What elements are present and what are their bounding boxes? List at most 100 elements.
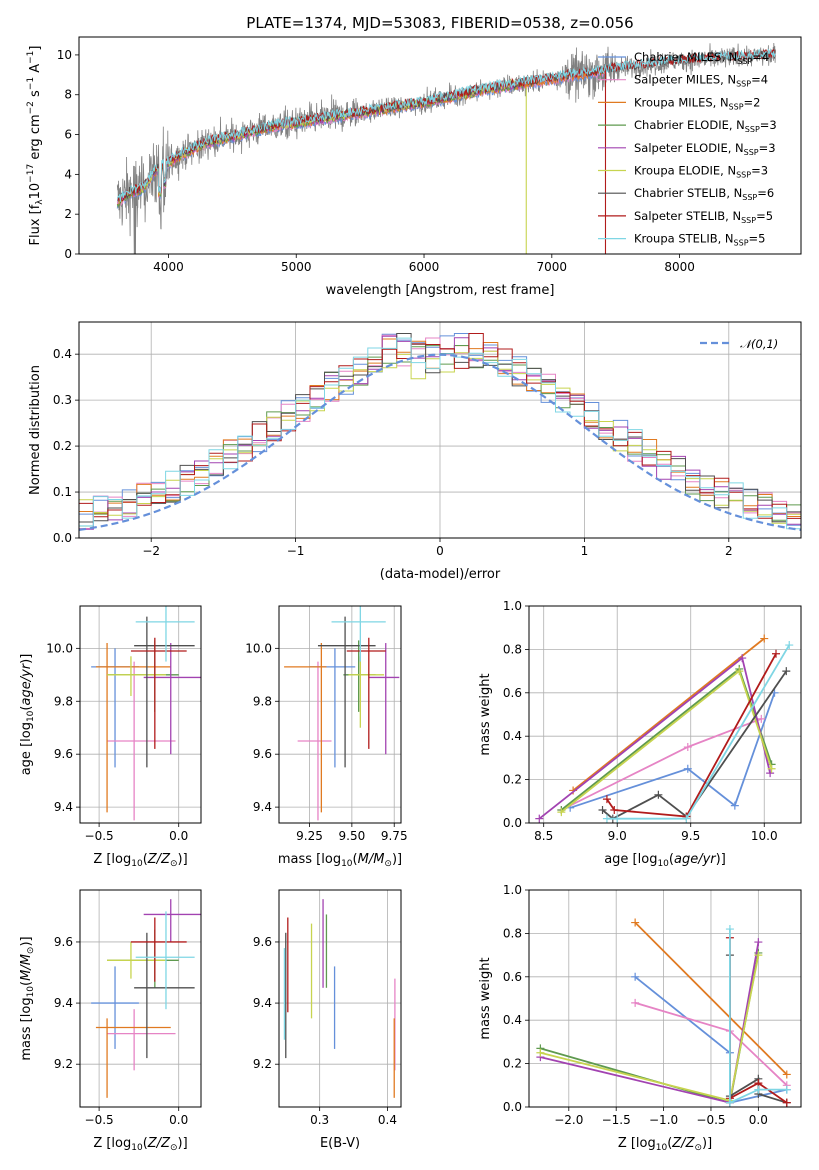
marker-plus xyxy=(782,667,791,676)
marker-plus xyxy=(735,667,744,676)
x-tick-label: −0.5 xyxy=(85,829,114,843)
figure-title: PLATE=1374, MJD=53083, FIBERID=0538, z=0… xyxy=(246,14,633,32)
x-tick-label: 9.0 xyxy=(608,829,627,843)
model-spectrum-line xyxy=(117,49,776,203)
legend-label: Chabrier MILES, NSSP=4 xyxy=(634,50,769,66)
legend-label: Salpeter MILES, NSSP=4 xyxy=(634,73,768,89)
mass-vs-Z-plot-area xyxy=(80,890,201,1107)
x-tick-label: −2.0 xyxy=(554,1113,583,1127)
x-tick-label: 9.5 xyxy=(681,829,700,843)
marker-plus xyxy=(682,814,691,823)
x-tick-label: 8.5 xyxy=(534,829,553,843)
x-tick-label: −0.5 xyxy=(85,1113,114,1127)
x-tick-label: 8000 xyxy=(664,260,695,274)
model-spectrum-line xyxy=(116,47,776,202)
x-axis-label: (data-model)/error xyxy=(380,567,501,582)
x-tick-label: −0.5 xyxy=(696,1113,725,1127)
y-tick-label: 0 xyxy=(64,247,72,261)
panel-mass-weight-vs-Z: −2.0 −1.5 −1.0 −0.5 0.0 0.0 0.2 0.4 0.6 0.8 1.0 Z [… xyxy=(478,883,802,1153)
legend-label: Kroupa MILES, NSSP=2 xyxy=(634,95,760,111)
x-tick-label: 1 xyxy=(581,544,589,558)
y-tick-label: 9.6 xyxy=(253,747,272,761)
legend-label: 𝒩(0,1) xyxy=(740,337,778,351)
x-tick-label: 4000 xyxy=(153,260,184,274)
y-tick-label: 0.2 xyxy=(503,773,522,787)
x-tick-label: 5000 xyxy=(281,260,312,274)
marker-plus xyxy=(654,790,663,799)
y-axis-label: Normed distribution xyxy=(28,365,43,495)
x-tick-label: 7000 xyxy=(537,260,568,274)
y-tick-label: 0.3 xyxy=(53,393,72,407)
marker-plus xyxy=(782,1098,791,1107)
mass-weight-vs-Z-plot-area xyxy=(529,890,801,1107)
x-axis-label: Z [log10(Z/Z⊙)] xyxy=(93,852,187,869)
y-tick-label: 0.4 xyxy=(503,729,522,743)
y-tick-label: 0.8 xyxy=(503,642,522,656)
axes-frame xyxy=(278,889,402,1108)
y-tick-label: 9.4 xyxy=(54,800,73,814)
x-tick-label: 9.75 xyxy=(381,829,408,843)
x-tick-label: 10.0 xyxy=(751,829,778,843)
axes-frame xyxy=(528,605,802,824)
mass-weight-line xyxy=(606,653,777,818)
x-tick-label: 2 xyxy=(725,544,733,558)
legend-label: Salpeter STELIB, NSSP=5 xyxy=(634,209,773,225)
mass-vs-ebv-plot-area xyxy=(279,890,401,1107)
model-spectrum-line xyxy=(116,67,606,207)
age-vs-Z-plot-area xyxy=(80,606,201,823)
marker-plus xyxy=(757,714,766,723)
y-tick-label: 0.6 xyxy=(503,970,522,984)
mass-weight-line xyxy=(606,644,790,820)
marker-plus xyxy=(767,764,776,773)
panel-residual-histogram: −2 −1 0 1 2 0.0 0.1 0.2 0.3 0.4 (data-model)/error… xyxy=(28,321,802,582)
y-axis-label: mass [log10(M/M⊙)] xyxy=(19,936,36,1060)
axes-frame xyxy=(78,36,802,255)
marker-plus xyxy=(613,814,622,823)
legend-label: Chabrier STELIB, NSSP=6 xyxy=(634,186,774,202)
x-tick-label: −1.0 xyxy=(649,1113,678,1127)
marker-plus xyxy=(754,938,763,947)
y-tick-label: 9.6 xyxy=(54,935,73,949)
histogram-step-line xyxy=(79,337,801,530)
y-axis-label: Flux [fλ10−17 erg cm−2 s−1 A−1] xyxy=(26,46,45,246)
y-tick-label: 9.4 xyxy=(54,996,73,1010)
marker-plus xyxy=(535,814,544,823)
y-axis-label: mass weight xyxy=(478,673,493,755)
marker-plus xyxy=(760,634,769,643)
y-axis-label: mass weight xyxy=(478,957,493,1039)
y-tick-label: 0.4 xyxy=(503,1013,522,1027)
y-tick-label: 1.0 xyxy=(503,599,522,613)
marker-plus xyxy=(631,918,640,927)
y-axis-label: age [log10(age/yr)] xyxy=(19,654,36,776)
y-tick-label: 0.6 xyxy=(503,686,522,700)
y-tick-label: 9.2 xyxy=(253,1057,272,1071)
x-axis-label: E(B-V) xyxy=(320,1136,360,1151)
marker-plus xyxy=(683,764,692,773)
axes-frame xyxy=(528,889,802,1108)
x-tick-label: 0.0 xyxy=(169,1113,188,1127)
axes-frame xyxy=(278,605,402,824)
mass-weight-vs-age-plot-area xyxy=(529,606,801,823)
y-tick-label: 9.2 xyxy=(54,1057,73,1071)
y-tick-label: 9.8 xyxy=(54,694,73,708)
legend-label: Kroupa STELIB, NSSP=5 xyxy=(634,232,765,248)
axes-frame xyxy=(79,889,202,1108)
y-tick-label: 0.0 xyxy=(503,1100,522,1114)
y-tick-label: 4 xyxy=(64,167,72,181)
marker-plus xyxy=(631,998,640,1007)
y-tick-label: 9.4 xyxy=(253,800,272,814)
marker-plus xyxy=(785,641,794,650)
x-tick-label: −1 xyxy=(287,544,305,558)
y-tick-label: 9.8 xyxy=(253,694,272,708)
panel-spectrum: 4000 5000 6000 7000 8000 0 2 4 6 8 10 wavelength [A… xyxy=(26,36,802,298)
mass-weight-line xyxy=(569,692,776,809)
x-axis-label: wavelength [Angstrom, rest frame] xyxy=(326,283,555,298)
y-tick-label: 10.0 xyxy=(245,641,272,655)
marker-plus xyxy=(766,769,775,778)
x-tick-label: 0 xyxy=(436,544,444,558)
panel-age-vs-Z: −0.5 0.0 9.4 9.6 9.8 10.0 Z [log10(Z/Z⊙)] age [… xyxy=(19,605,202,869)
marker-plus xyxy=(782,1085,791,1094)
axes-frame xyxy=(78,321,802,539)
panel-mass-weight-vs-age: 8.5 9.0 9.5 10.0 0.0 0.2 0.4 0.6 0.8 1.0 age [log1… xyxy=(478,599,802,869)
